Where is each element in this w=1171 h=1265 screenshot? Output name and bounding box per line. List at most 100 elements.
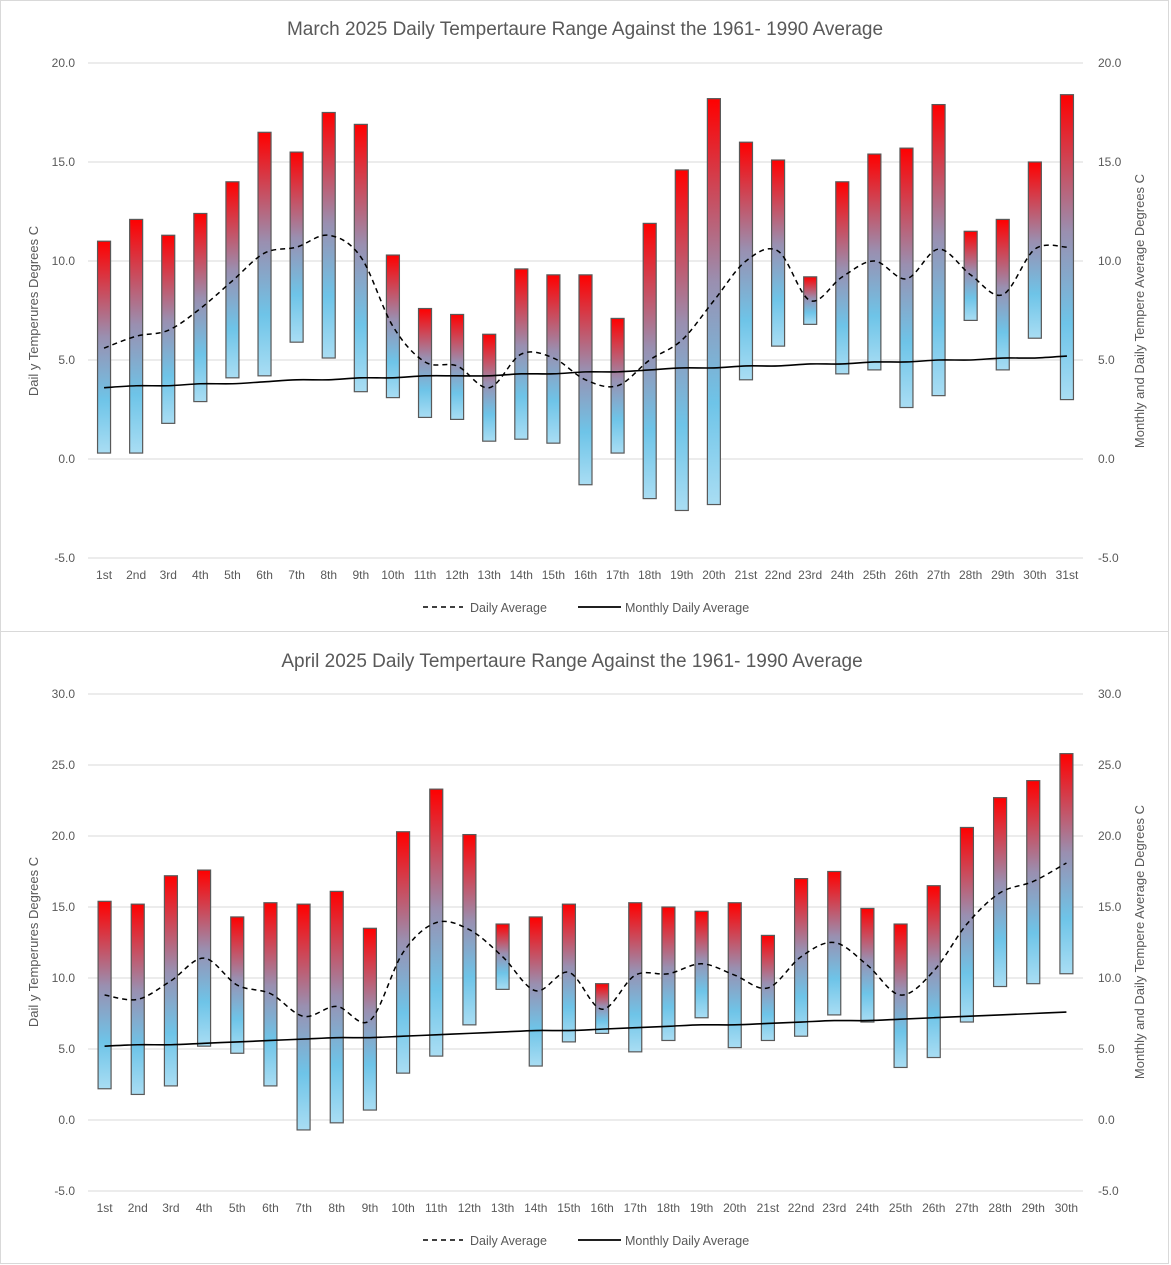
daily-average-line: [104, 862, 1067, 1024]
monthly-daily-average-line: [103, 355, 1067, 389]
average-lines: [103, 234, 1067, 389]
y2-tick-label: -5.0: [1098, 551, 1119, 565]
x-tick-label: 22nd: [788, 1201, 815, 1215]
chart-title: April 2025 Daily Tempertaure Range Again…: [281, 651, 862, 672]
x-tick-label: 3rd: [162, 1201, 179, 1215]
x-tick-label: 20th: [723, 1201, 746, 1215]
april-chart: April 2025 Daily Tempertaure Range Again…: [26, 651, 1147, 1248]
x-tick-label: 26th: [895, 568, 918, 582]
x-tick-label: 3rd: [160, 568, 177, 582]
y-tick-label: 15.0: [52, 155, 76, 169]
range-bar-8th: [321, 111, 336, 359]
range-bar-1st: [96, 240, 112, 454]
y2-axis-title: Monthly and Daily Tempere Average Degree…: [1132, 805, 1147, 1079]
x-tick-label: 2nd: [126, 568, 146, 582]
x-tick-label: 29th: [1022, 1201, 1045, 1215]
y-tick-label: 20.0: [52, 56, 76, 70]
x-axis-ticks: 1st 2nd 3rd 4th 5th 6th 7th 8th 9th 10th 11th 12th 1…: [96, 568, 1079, 582]
x-tick-label: 6th: [262, 1201, 279, 1215]
range-bar-19th: [674, 169, 689, 512]
x-tick-label: 5th: [224, 568, 241, 582]
x-tick-label: 20th: [702, 568, 725, 582]
y2-tick-label: 15.0: [1098, 900, 1122, 914]
x-tick-label: 21st: [735, 568, 758, 582]
x-tick-label: 16th: [590, 1201, 613, 1215]
range-bar-11th: [417, 307, 433, 419]
y-tick-label: 25.0: [52, 758, 76, 772]
range-bar-3rd: [163, 875, 179, 1087]
range-bar-30th: [1027, 161, 1042, 339]
y2-tick-label: 20.0: [1098, 829, 1122, 843]
x-tick-label: 18th: [657, 1201, 680, 1215]
range-bar-22nd: [770, 159, 786, 347]
y-axis-title: Dail y Temperures Degrees C: [26, 857, 41, 1027]
x-tick-label: 13th: [491, 1201, 514, 1215]
range-bar-9th: [362, 927, 378, 1111]
x-tick-label: 9th: [352, 568, 369, 582]
x-tick-label: 26th: [922, 1201, 945, 1215]
x-tick-label: 8th: [320, 568, 337, 582]
legend: Daily Average Monthly Daily Average: [423, 601, 749, 615]
y2-tick-label: 0.0: [1098, 1113, 1115, 1127]
y2-tick-label: 30.0: [1098, 687, 1122, 701]
x-tick-label: 10th: [381, 568, 404, 582]
range-bar-10th: [385, 254, 401, 399]
range-bar-28th: [963, 230, 978, 322]
x-tick-label: 29th: [991, 568, 1014, 582]
range-bar-29th: [995, 218, 1010, 371]
x-tick-label: 30th: [1023, 568, 1046, 582]
x-tick-label: 22nd: [765, 568, 792, 582]
gridlines: [88, 693, 1083, 1192]
x-tick-label: 12th: [445, 568, 468, 582]
x-tick-label: 31st: [1056, 568, 1079, 582]
y-tick-label: 10.0: [52, 971, 76, 985]
x-tick-label: 30th: [1055, 1201, 1078, 1215]
x-tick-label: 4th: [196, 1201, 213, 1215]
y2-axis-ticks: 30.0 25.0 20.0 15.0 10.0 5.0 0.0 -5.0: [1098, 687, 1122, 1198]
range-bar-7th: [296, 903, 311, 1131]
legend-daily-average-label: Daily Average: [470, 601, 547, 615]
y-tick-label: 10.0: [52, 254, 76, 268]
range-bar-26th: [926, 885, 941, 1059]
range-bar-24th: [860, 907, 875, 1023]
range-bar-25th: [867, 153, 882, 371]
x-tick-label: 24th: [831, 568, 854, 582]
x-tick-label: 23rd: [798, 568, 822, 582]
x-tick-label: 15th: [557, 1201, 580, 1215]
range-bar-15th: [561, 903, 577, 1043]
x-tick-label: 8th: [328, 1201, 345, 1215]
average-lines: [104, 862, 1067, 1047]
x-tick-label: 27th: [955, 1201, 978, 1215]
x-tick-label: 11th: [425, 1201, 447, 1215]
range-bar-8th: [329, 890, 344, 1124]
monthly-daily-average-line: [104, 1011, 1067, 1047]
y-tick-label: 5.0: [58, 1042, 75, 1056]
range-bar-2nd: [129, 218, 144, 454]
march-chart: March 2025 Daily Tempertaure Range Again…: [26, 19, 1147, 615]
y-tick-label: 5.0: [58, 353, 75, 367]
y2-tick-label: 5.0: [1098, 1042, 1115, 1056]
range-bar-26th: [899, 147, 914, 409]
x-tick-label: 2nd: [128, 1201, 148, 1215]
x-tick-label: 18th: [638, 568, 661, 582]
x-tick-label: 17th: [606, 568, 629, 582]
x-tick-label: 1st: [97, 1201, 114, 1215]
range-bar-12th: [450, 313, 465, 420]
x-tick-label: 11th: [414, 568, 436, 582]
y-tick-label: 0.0: [58, 1113, 75, 1127]
range-bar-17th: [628, 902, 643, 1053]
chart-title: March 2025 Daily Tempertaure Range Again…: [287, 19, 883, 40]
x-axis-ticks: 1st 2nd 3rd 4th 5th 6th 7th 8th 9th 10th 11th 12th 1…: [97, 1201, 1079, 1215]
x-tick-label: 7th: [288, 568, 305, 582]
x-tick-label: 15th: [542, 568, 565, 582]
daily-average-line: [103, 234, 1067, 389]
x-tick-label: 13th: [478, 568, 501, 582]
range-bar-15th: [546, 274, 561, 444]
x-tick-label: 23rd: [822, 1201, 846, 1215]
y-tick-label: 30.0: [52, 687, 76, 701]
range-bars: [97, 753, 1074, 1131]
y2-tick-label: 5.0: [1098, 353, 1115, 367]
range-bar-18th: [642, 222, 657, 500]
x-tick-label: 16th: [574, 568, 597, 582]
y2-tick-label: 10.0: [1098, 971, 1122, 985]
